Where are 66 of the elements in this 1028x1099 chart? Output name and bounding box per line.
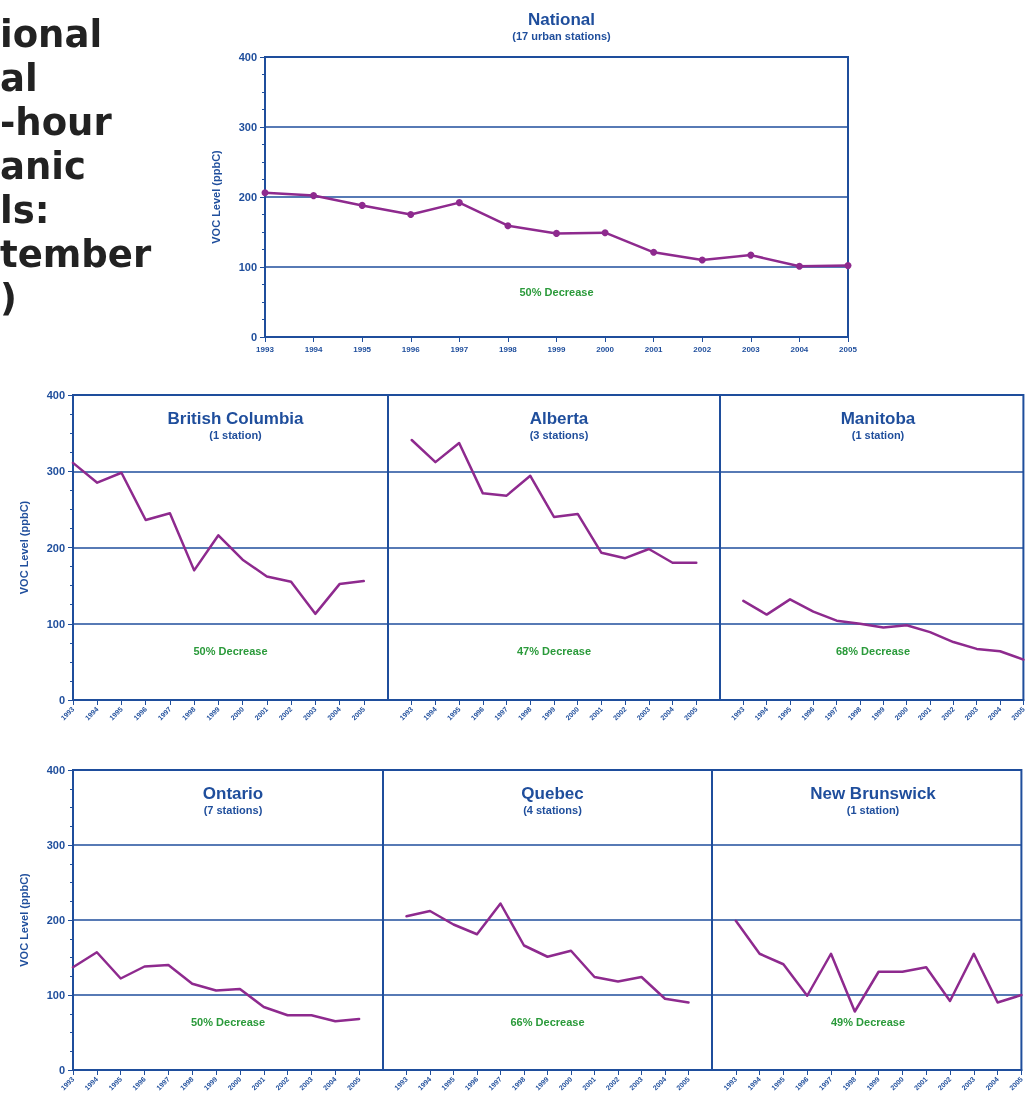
y-tick-label: 400	[46, 764, 65, 776]
chart-title: National	[527, 10, 596, 29]
text: (1 station)	[846, 803, 900, 816]
y-tick-label: 100	[238, 261, 257, 273]
annotation: 68% Decrease	[835, 645, 911, 658]
text: Quebec	[521, 784, 584, 803]
x-tick-label: 2004	[790, 344, 809, 354]
text: (4 stations)	[523, 803, 583, 816]
point	[455, 199, 463, 207]
x-tick-label: 1997	[450, 344, 469, 354]
point	[650, 248, 658, 256]
y-tick-label: 200	[46, 914, 65, 926]
point	[358, 201, 366, 209]
x-tick-label: 2001	[644, 344, 664, 354]
y-tick-label: 200	[238, 191, 257, 203]
y-tick-label: 100	[46, 617, 65, 630]
y-tick-label: 0	[58, 694, 65, 706]
x-tick-label: 1999	[547, 344, 566, 354]
line-series	[71, 461, 366, 616]
text: Manitoba	[840, 409, 916, 428]
point	[553, 229, 560, 237]
annotation: 47% Decrease	[516, 645, 592, 658]
chart-subtitle: (17 urban stations)	[512, 29, 612, 42]
point	[601, 229, 609, 237]
annotation: 66% Decrease	[510, 1016, 585, 1028]
y-tick-label: 400	[238, 51, 257, 63]
y-axis-title: VOC Level (ppbC)	[17, 500, 30, 595]
y-tick-label: 300	[238, 121, 257, 133]
x-tick-label: 2003	[741, 344, 761, 354]
point	[407, 211, 415, 218]
y-tick-label: 300	[46, 465, 65, 478]
text: Alberta	[529, 409, 589, 428]
y-axis-title: VOC Level (ppbC)	[17, 872, 30, 967]
y-tick-label: 200	[46, 541, 65, 554]
x-tick-label: 2002	[693, 344, 712, 354]
text: Ontario	[202, 784, 264, 803]
x-tick-label: 1993	[256, 344, 275, 354]
point	[310, 192, 318, 200]
annotation: 50% Decrease	[193, 645, 268, 658]
y-tick-label: 0	[58, 1064, 65, 1076]
x-tick-label: 2005	[839, 344, 858, 354]
x-tick-label: 1994	[304, 344, 324, 354]
point	[504, 222, 512, 230]
text: New Brunswick	[810, 784, 937, 803]
text: (3 stations)	[529, 428, 589, 441]
y-tick-label: 400	[46, 389, 65, 401]
y-tick-label: 100	[46, 989, 65, 1001]
text: (1 station)	[209, 428, 263, 441]
annotation: 50% Decrease	[519, 286, 594, 299]
y-axis-title: VOC Level (ppbC)	[209, 149, 222, 244]
point	[844, 262, 852, 270]
x-tick-label: 1998	[499, 344, 518, 354]
y-tick-label: 0	[250, 331, 257, 343]
point	[698, 256, 706, 264]
text: ional al -hour anic ls: tember )	[0, 12, 152, 320]
annotation: 49% Decrease	[830, 1016, 906, 1028]
point	[795, 262, 803, 270]
x-tick-label: 1996	[401, 344, 421, 354]
point	[747, 251, 755, 259]
y-tick-label: 300	[46, 839, 65, 851]
text: (1 station)	[851, 428, 905, 441]
annotation: 50% Decrease	[190, 1016, 266, 1028]
text: British Columbia	[167, 409, 305, 428]
x-tick-label: 1995	[353, 344, 372, 354]
text: (7 stations)	[203, 803, 263, 816]
x-tick-label: 2000	[596, 344, 615, 354]
